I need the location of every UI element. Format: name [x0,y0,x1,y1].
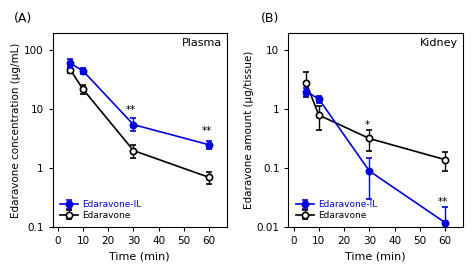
Y-axis label: Edaravone amount (μg/tissue): Edaravone amount (μg/tissue) [244,51,254,209]
Text: Kidney: Kidney [419,38,458,48]
Text: **: ** [126,105,136,115]
Legend: Edaravone-IL, Edaravone: Edaravone-IL, Edaravone [293,198,380,223]
X-axis label: Time (min): Time (min) [346,252,406,262]
Legend: Edaravone-IL, Edaravone: Edaravone-IL, Edaravone [57,198,144,223]
Text: (A): (A) [14,12,32,25]
Text: **: ** [201,126,212,136]
Y-axis label: Edaravone concentration (μg/mL): Edaravone concentration (μg/mL) [11,42,21,218]
X-axis label: Time (min): Time (min) [109,252,170,262]
Text: Plasma: Plasma [182,38,222,48]
Text: **: ** [438,197,448,207]
Text: (B): (B) [261,12,279,25]
Text: *: * [364,120,369,130]
